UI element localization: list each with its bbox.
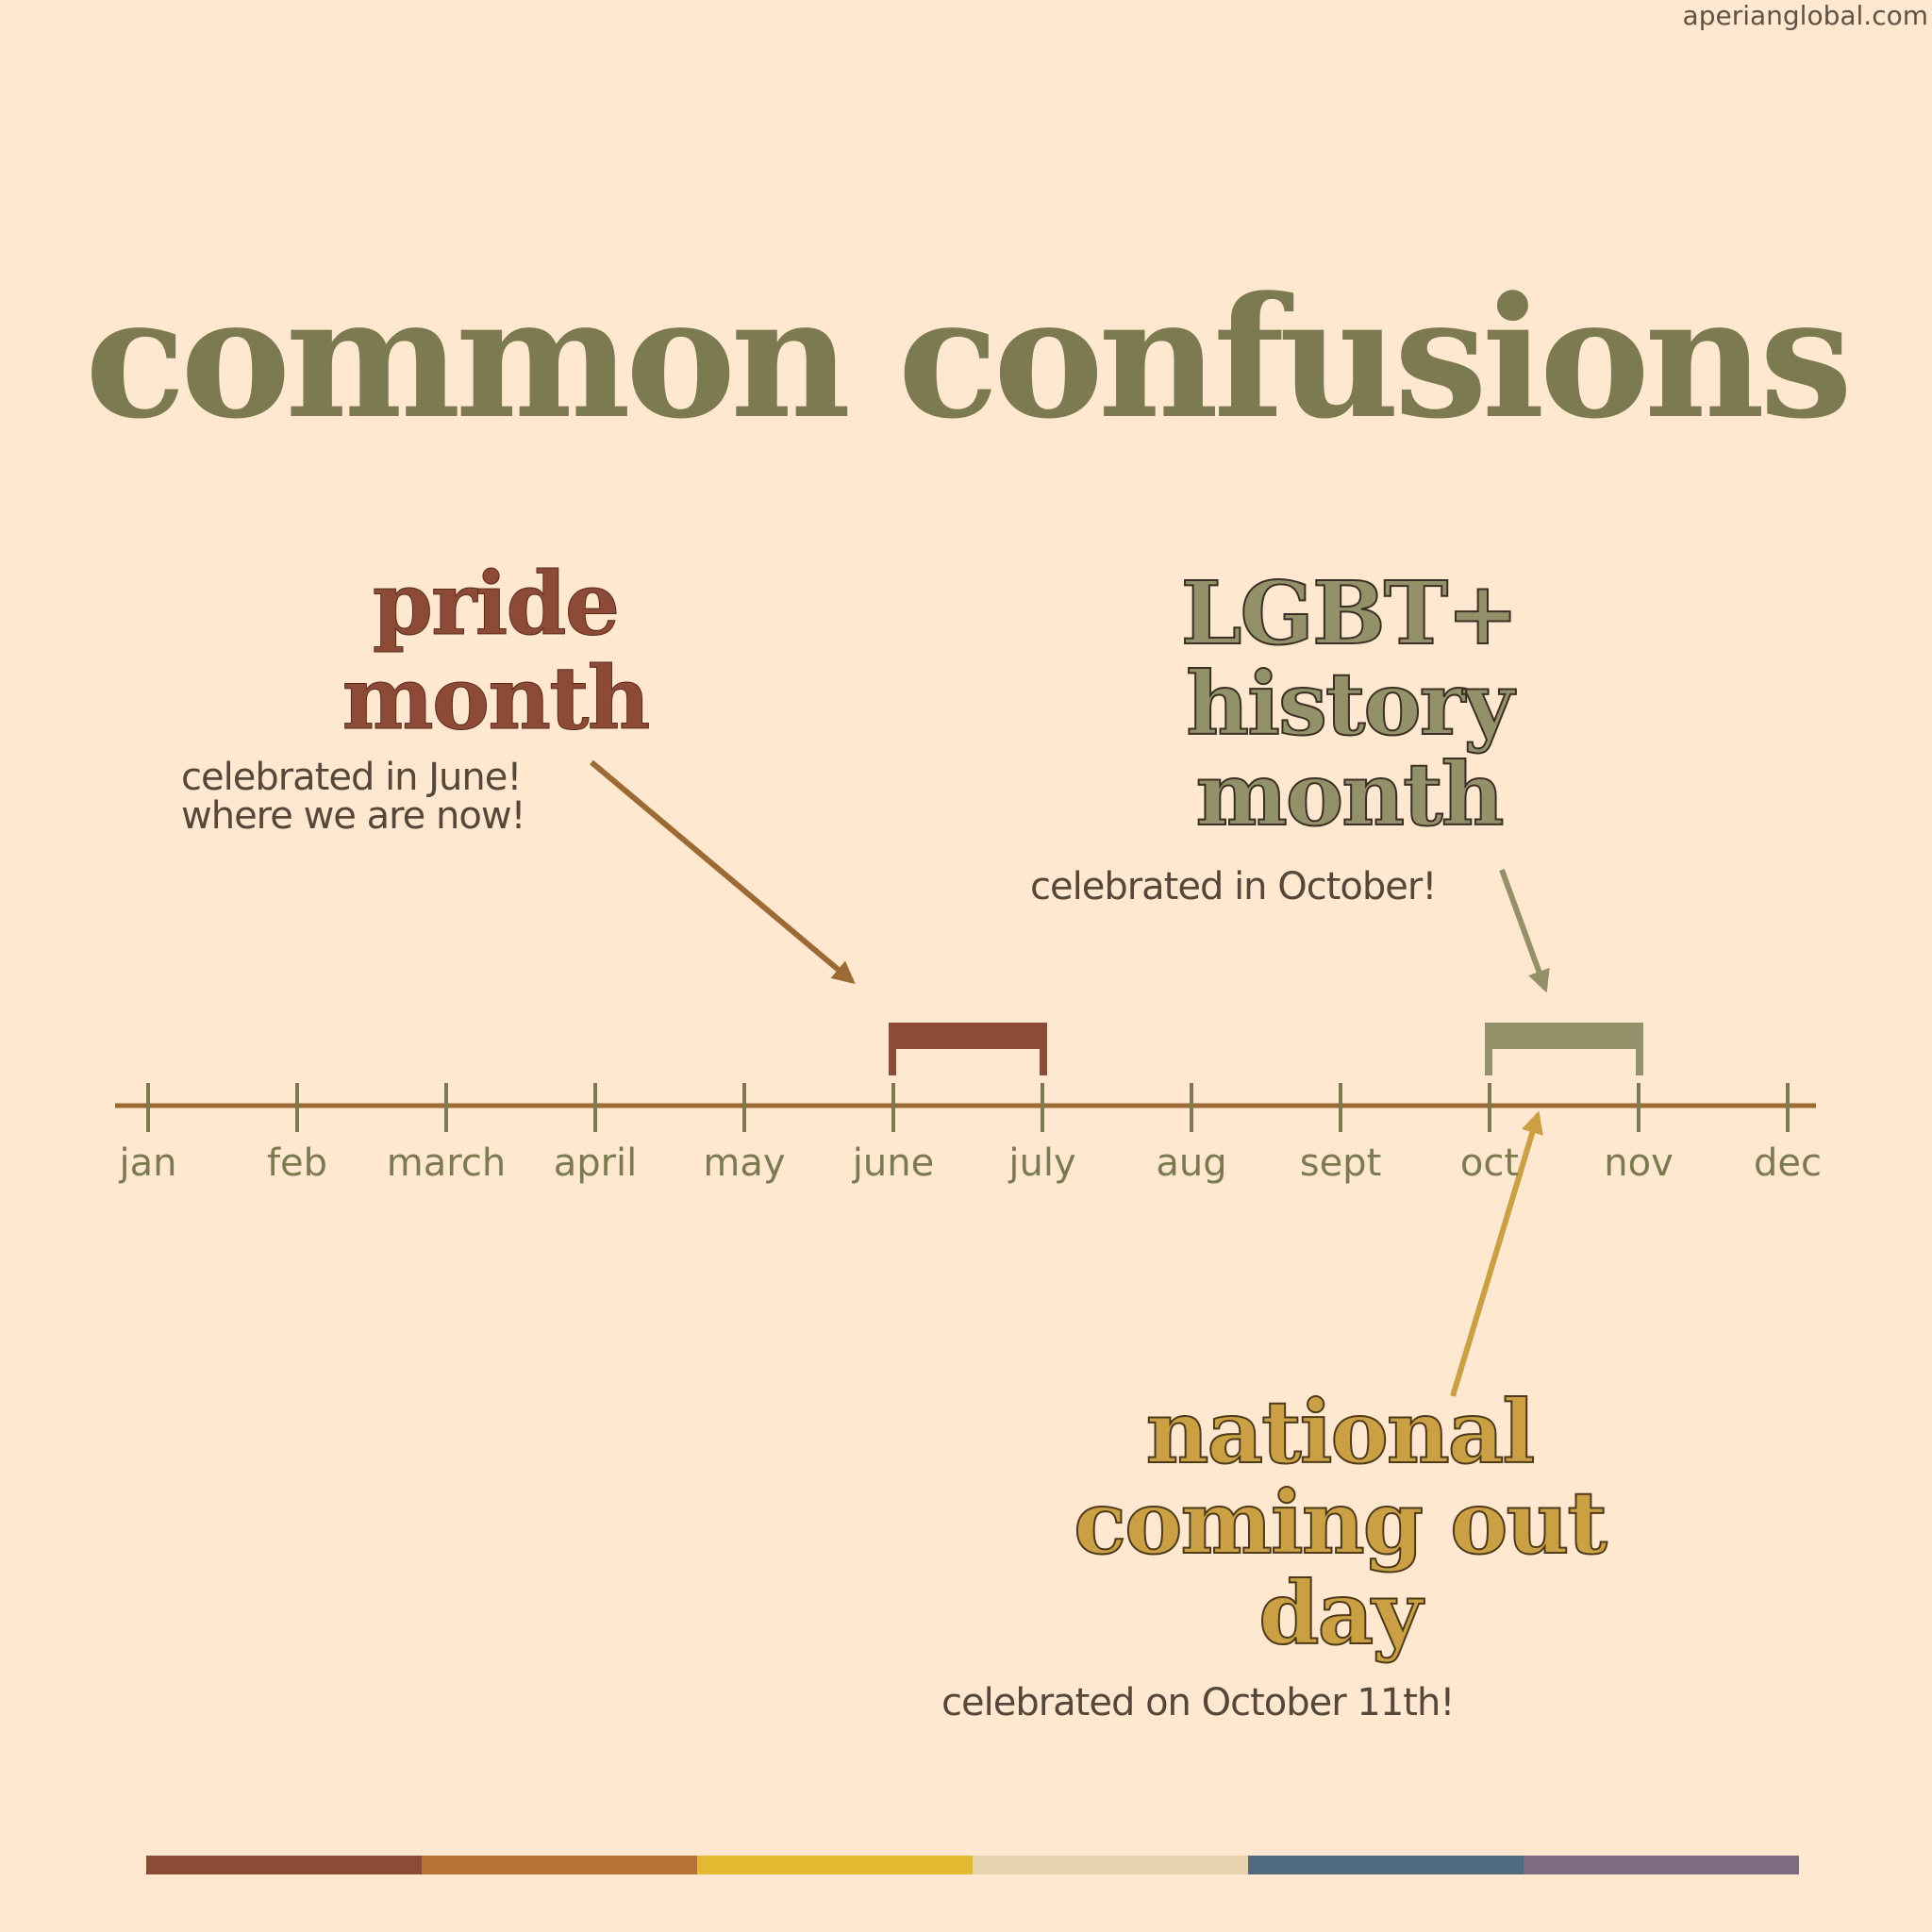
watermark: aperianglobal.com xyxy=(1682,0,1928,31)
span-bar xyxy=(1485,1023,1643,1049)
month-label-july: july xyxy=(1008,1141,1076,1185)
span-bar xyxy=(889,1023,1047,1049)
month-label-dec: dec xyxy=(1754,1141,1822,1185)
span-bracket-right xyxy=(1636,1023,1643,1075)
pride-arrow xyxy=(590,759,856,985)
page-title: common confusions xyxy=(84,260,1853,456)
span-bracket-left xyxy=(889,1023,896,1075)
coming-out-day-arrow xyxy=(1450,1110,1543,1397)
footer-color-bar xyxy=(146,1856,1799,1874)
color-bar-segment xyxy=(697,1856,973,1874)
month-label-may: may xyxy=(703,1141,786,1185)
color-bar-segment xyxy=(422,1856,697,1874)
lgbt-history-month-subtitle: celebrated in October! xyxy=(1030,865,1437,908)
lgbt-title-line: month xyxy=(1195,743,1506,845)
pride-subtitle-line: where we are now! xyxy=(181,794,526,838)
month-label-march: march xyxy=(386,1141,507,1185)
color-bar-segment xyxy=(146,1856,422,1874)
ncod-title-line: coming out xyxy=(1073,1472,1608,1574)
month-label-june: june xyxy=(852,1141,935,1185)
span-bracket-left xyxy=(1485,1023,1492,1075)
ncod-title-line: national xyxy=(1145,1381,1537,1483)
month-label-sept: sept xyxy=(1299,1141,1382,1185)
ncod-title-line: day xyxy=(1257,1562,1423,1664)
month-label-april: april xyxy=(553,1141,638,1185)
month-label-oct: oct xyxy=(1459,1141,1520,1185)
lgbt-history-month-title: LGBT+ history month xyxy=(1123,562,1575,845)
pride-month-title: pride month xyxy=(283,553,708,749)
coming-out-day-subtitle: celebrated on October 11th! xyxy=(941,1681,1455,1724)
pride-title-line: month xyxy=(341,647,651,749)
lgbt-arrow xyxy=(1499,868,1550,993)
month-label-jan: jan xyxy=(119,1141,177,1185)
month-label-feb: feb xyxy=(266,1141,328,1185)
coming-out-day-title: national coming out day xyxy=(1038,1381,1641,1664)
color-bar-segment xyxy=(973,1856,1248,1874)
pride-title-line: pride xyxy=(372,553,621,655)
span-bracket-right xyxy=(1040,1023,1047,1075)
lgbt-title-line: LGBT+ xyxy=(1180,562,1521,664)
month-label-aug: aug xyxy=(1156,1141,1227,1185)
month-label-nov: nov xyxy=(1604,1141,1674,1185)
lgbt-title-line: history xyxy=(1185,653,1514,755)
color-bar-segment xyxy=(1524,1856,1799,1874)
pride-month-subtitle: celebrated in June! where we are now! xyxy=(181,756,526,838)
pride-subtitle-line: celebrated in June! xyxy=(181,756,522,799)
color-bar-segment xyxy=(1248,1856,1524,1874)
